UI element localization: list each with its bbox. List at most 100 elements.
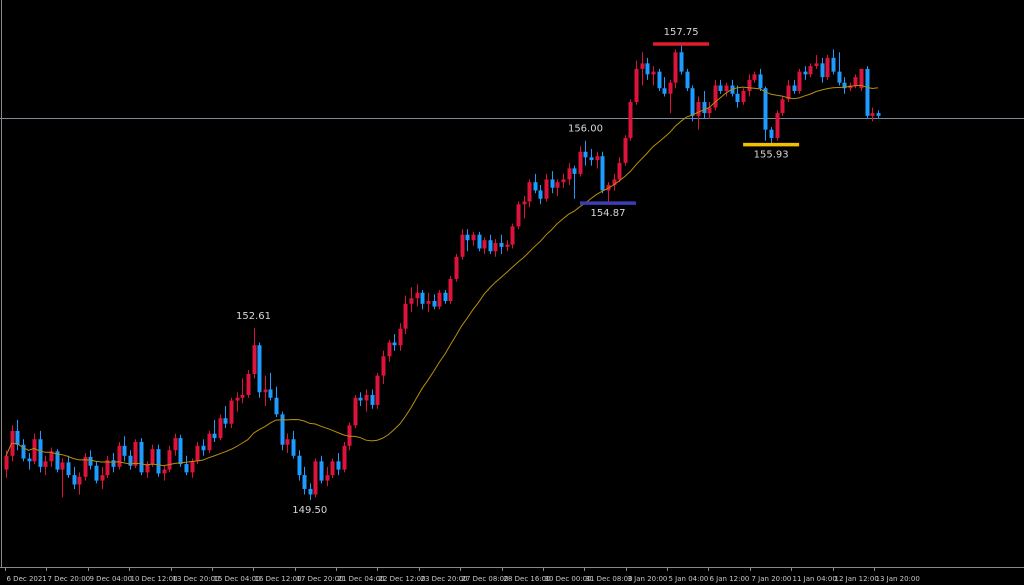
candle — [668, 79, 673, 114]
candle — [460, 229, 465, 260]
candle — [27, 453, 32, 470]
price-annotation-label: 157.75 — [664, 27, 699, 38]
candle — [696, 96, 701, 130]
candle — [589, 149, 594, 166]
candle — [465, 229, 470, 252]
candle-body — [842, 82, 847, 89]
candle — [252, 328, 257, 379]
candle — [77, 472, 82, 495]
candle — [409, 287, 414, 313]
candle-body — [488, 240, 493, 252]
candle — [139, 438, 144, 476]
candle-body — [167, 450, 172, 470]
candle — [533, 173, 538, 194]
candle-body — [223, 418, 228, 424]
candle-body — [195, 445, 200, 462]
candle-body — [117, 445, 122, 467]
candle — [803, 66, 808, 80]
candle-body — [707, 107, 712, 114]
candle — [268, 372, 273, 401]
candle-body — [403, 303, 408, 329]
candle-body — [657, 71, 662, 89]
candle-body — [190, 461, 195, 473]
candle-body — [77, 476, 82, 485]
candle-body — [837, 71, 842, 83]
candle — [156, 444, 161, 477]
candle-body — [207, 433, 212, 451]
candle-body — [420, 292, 425, 304]
candle-body — [268, 389, 273, 398]
candle — [330, 458, 335, 478]
candle-body — [471, 234, 476, 241]
x-tick-label: 30 Dec 00:00 — [545, 575, 592, 583]
candle — [72, 466, 77, 489]
candle — [544, 173, 549, 202]
candle-body — [274, 397, 279, 415]
candle-body — [21, 444, 26, 459]
candle-body — [763, 88, 768, 130]
candle-body — [505, 244, 510, 247]
candle-body — [567, 168, 572, 180]
candle — [302, 466, 307, 495]
candle — [876, 110, 881, 119]
x-tick-label: 6 Dec 2021 — [7, 575, 47, 583]
candle-body — [229, 400, 234, 424]
candle-body — [212, 433, 217, 439]
candle — [797, 68, 802, 94]
candle-body — [696, 102, 701, 116]
candle-body — [460, 234, 465, 257]
candle — [488, 234, 493, 255]
candle — [814, 55, 819, 69]
candle-body — [4, 455, 9, 470]
candle — [325, 466, 330, 487]
candle-body — [775, 113, 780, 138]
candle-body — [848, 85, 853, 89]
candle — [825, 55, 830, 80]
moving-average-line — [5, 84, 879, 467]
candle — [673, 49, 678, 89]
candle — [263, 375, 268, 407]
candle-body — [257, 345, 262, 393]
x-tick-label: 22 Dec 12:00 — [379, 575, 426, 583]
candle-body — [235, 397, 240, 401]
candle — [685, 68, 690, 91]
price-annotation-label: 156.00 — [568, 124, 603, 135]
candle — [223, 406, 228, 429]
x-tick-label: 13 Jan 20:00 — [876, 575, 920, 583]
candle-body — [325, 475, 330, 481]
candle — [162, 465, 167, 481]
candle-body — [865, 68, 870, 116]
candle — [657, 68, 662, 91]
candle-body — [533, 182, 538, 191]
candle-body — [66, 462, 71, 476]
candle-body — [825, 57, 830, 78]
candle — [471, 231, 476, 246]
candle — [145, 461, 150, 478]
candle-body — [831, 57, 836, 72]
candle — [623, 135, 628, 166]
candle-body — [370, 394, 375, 405]
candle-body — [27, 458, 32, 462]
candle-body — [668, 82, 673, 94]
candle — [747, 74, 752, 97]
candle — [370, 389, 375, 409]
x-tick-label: 27 Dec 08:00 — [462, 575, 509, 583]
candle-body — [398, 328, 403, 346]
price-annotation-label: 155.93 — [754, 150, 789, 161]
candle-body — [702, 102, 707, 114]
candle-body — [623, 137, 628, 163]
candle — [240, 378, 245, 404]
candle — [122, 436, 127, 462]
candle-body — [595, 156, 600, 161]
candle — [662, 77, 667, 97]
candle — [60, 458, 65, 498]
candle — [207, 430, 212, 454]
candle — [595, 151, 600, 169]
candle — [15, 419, 20, 451]
candle — [516, 201, 521, 230]
candle — [505, 240, 510, 252]
candle-body — [336, 461, 341, 470]
x-tick-label: 23 Dec 20:00 — [421, 575, 468, 583]
candle-body — [600, 156, 605, 191]
